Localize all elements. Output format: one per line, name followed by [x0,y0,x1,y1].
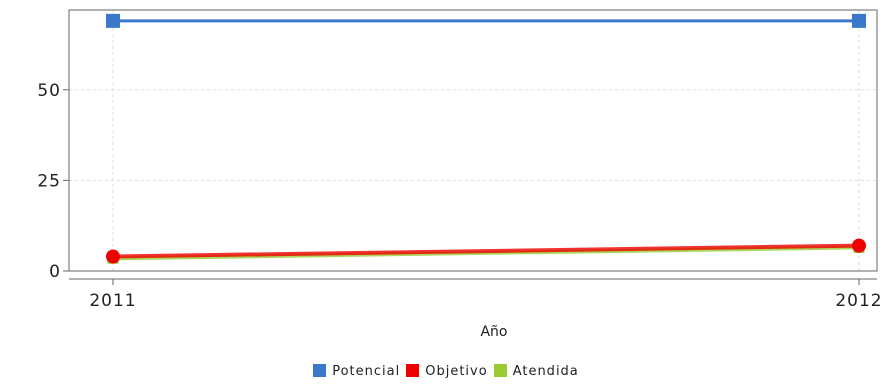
data-point-objetivo[interactable] [106,249,120,264]
legend-item-atendida[interactable]: Atendida [493,364,579,379]
legend-label: Atendida [512,364,579,379]
series-line-objetivo [112,243,860,259]
y-tick-label: 0 [49,262,61,282]
legend-swatch [313,364,327,377]
x-tick-label: 2012 [835,291,882,311]
legend-label: Objetivo [425,364,488,379]
x-tick-label: 2011 [89,291,136,311]
data-point-potencial[interactable] [106,13,120,28]
y-axis: 0 25 50 [37,81,69,282]
legend-label: Potencial [332,364,401,379]
data-point-objetivo[interactable] [852,238,866,253]
grid-lines [69,10,877,271]
y-tick-label: 50 [37,81,61,101]
data-point-potencial[interactable] [852,13,866,28]
legend-swatch [493,364,507,377]
legend-swatch [406,364,420,377]
series-layer [106,13,866,264]
plot-area [68,9,878,272]
x-axis-title: Año [480,324,507,340]
x-axis: 2011 2012 [69,278,882,311]
legend-item-objetivo[interactable]: Objetivo [406,364,487,379]
legend-item-potencial[interactable]: Potencial [313,364,400,379]
y-tick-label: 25 [37,171,61,191]
legend: Potencial Objetivo Atendida [0,364,892,379]
